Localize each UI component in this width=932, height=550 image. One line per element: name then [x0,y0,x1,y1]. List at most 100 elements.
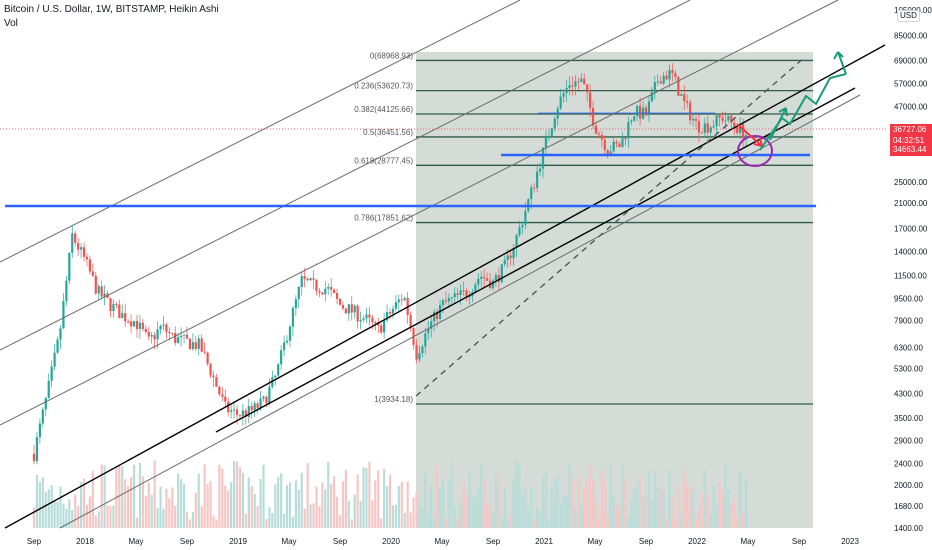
candle-body [556,108,559,119]
volume-bar [327,462,330,528]
volume-bar [538,512,542,528]
volume-bar [62,503,65,528]
volume-bar [85,504,89,528]
candle-body [230,410,233,412]
candle-body [282,342,286,351]
candle-body [41,409,44,424]
candle-body [303,276,306,279]
candle-body [253,403,256,411]
volume-indicator-label[interactable]: Vol [4,18,18,29]
time-tick: May [128,537,143,546]
candle-body [418,353,421,360]
volume-bar [341,481,345,528]
candle-body [491,280,495,289]
volume-bar [153,460,156,528]
volume-bar [559,503,562,528]
candle-body [327,286,330,289]
candle-body [662,75,665,84]
candle-body [550,128,553,136]
volume-bar [124,479,127,528]
volume-bar [68,499,71,528]
volume-bar [491,511,495,528]
volume-bar [53,499,56,528]
volume-bar [218,464,221,528]
candle-body [135,321,139,329]
candle-body [721,117,724,121]
candle-body [715,115,718,127]
volume-bar [356,474,359,528]
volume-bar [297,489,300,528]
candle-body [103,293,106,297]
candle-body [415,344,418,360]
candle-body [700,132,704,134]
candle-body [341,304,345,309]
volume-bar [394,504,398,528]
candle-body [321,292,324,295]
time-axis[interactable]: Sep 2018 May Sep 2019 May Sep 2020 May Sep 2021 May… [27,537,860,546]
volume-bar [185,511,189,528]
volume-bar [168,498,171,528]
volume-bar [689,488,692,528]
volume-bar [636,482,639,528]
volume-bar [630,500,633,528]
candle-body [250,406,253,411]
volume-bar [477,487,480,528]
volume-bar [77,506,80,528]
candle-body [503,259,506,265]
volume-bar [568,463,571,528]
candle-body [285,340,289,343]
candle-body [724,120,727,122]
volume-bar [121,465,124,528]
candle-body [686,101,689,103]
candle-body [62,301,65,329]
candle-body [618,143,621,148]
volume-bar [718,482,721,528]
volume-bar [603,481,606,528]
price-axis[interactable]: 105000.0085000.0069000.0057000.0047000.0… [888,0,932,550]
candle-body [174,333,177,344]
volume-bar [553,480,556,528]
volume-bar [600,470,603,528]
volume-bar [71,510,74,528]
candle-body [333,289,336,294]
candle-body [621,138,624,148]
candle-body [280,350,283,365]
candle-body [44,397,47,410]
candle-body [459,290,462,295]
candle-body [559,96,562,109]
candle-body [547,135,551,137]
volume-bar [215,519,218,528]
candle-body [497,275,500,282]
volume-bar [74,494,77,528]
candle-body [474,284,477,292]
time-tick: May [281,537,296,546]
volume-bar [91,470,94,528]
chart-title: Bitcoin / U.S. Dollar, 1W, BITSTAMP, Hei… [4,4,219,15]
candle-body [627,122,630,139]
candle-body [318,291,321,293]
candle-body [235,409,239,416]
volume-bar [639,476,642,528]
currency-label[interactable]: USD [897,10,920,22]
volume-bar [159,486,162,528]
volume-bar [385,486,389,528]
volume-bar [347,500,350,528]
candle-body [362,318,365,320]
candle-body [744,135,748,139]
volume-bar [344,469,347,528]
volume-bar [318,506,321,528]
volume-bar [353,494,356,528]
candle-body [268,386,271,404]
candle-body [356,305,359,322]
candle-body [606,150,609,155]
volume-bar [333,476,336,528]
candle-body [224,396,227,402]
candle-body [718,115,721,118]
volume-bar [550,489,553,528]
candle-body [683,94,686,102]
volume-bar [59,486,62,528]
candle-body [697,120,701,133]
candle-body [177,337,180,344]
